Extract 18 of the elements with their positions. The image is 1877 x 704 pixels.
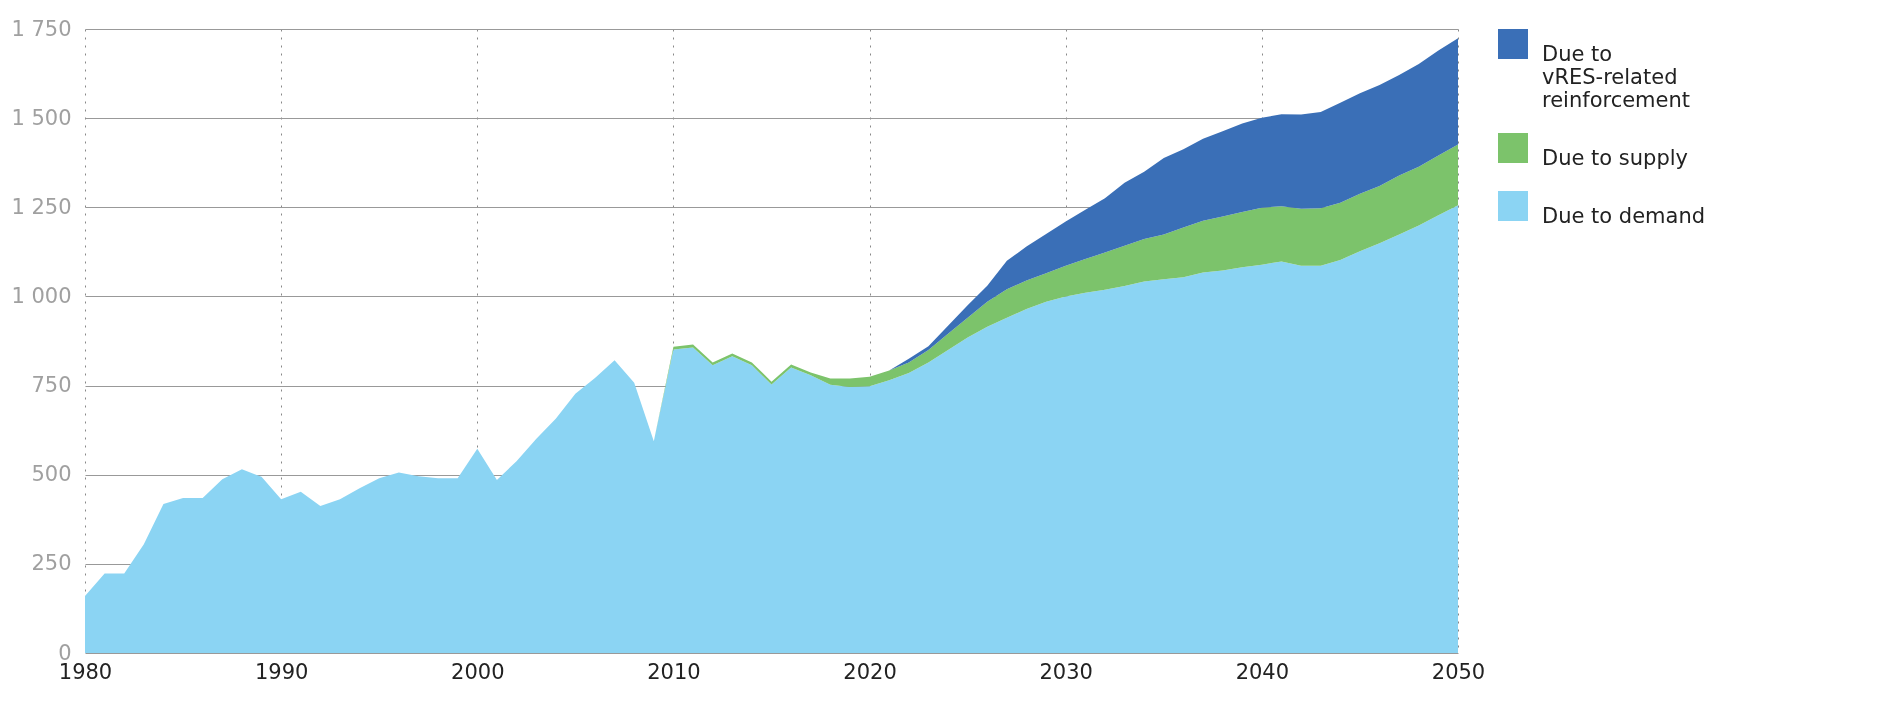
legend-label: Due to supply bbox=[1542, 146, 1689, 170]
y-tick-label: 1 500 bbox=[11, 105, 72, 130]
y-tick-label: 1 000 bbox=[11, 283, 72, 308]
x-tick-label: 1990 bbox=[254, 659, 309, 684]
x-tick-label: 2010 bbox=[647, 659, 701, 684]
x-tick-label: 2040 bbox=[1235, 659, 1290, 684]
y-tick-label: 250 bbox=[31, 551, 72, 576]
legend-label: Due to demand bbox=[1542, 204, 1706, 228]
y-tick-label: 1 250 bbox=[11, 194, 72, 219]
x-tick-label: 2000 bbox=[451, 659, 505, 684]
x-tick-label: 2020 bbox=[843, 659, 897, 684]
x-tick-label: 2050 bbox=[1431, 659, 1486, 684]
y-tick-label: 750 bbox=[31, 373, 72, 398]
legend-label: Due to vRES-related reinforcement bbox=[1542, 42, 1691, 112]
x-tick-label: 2030 bbox=[1039, 659, 1093, 684]
x-tick-label: 1980 bbox=[58, 659, 113, 684]
y-tick-label: 1 750 bbox=[11, 16, 72, 41]
y-tick-label: 500 bbox=[31, 462, 72, 487]
